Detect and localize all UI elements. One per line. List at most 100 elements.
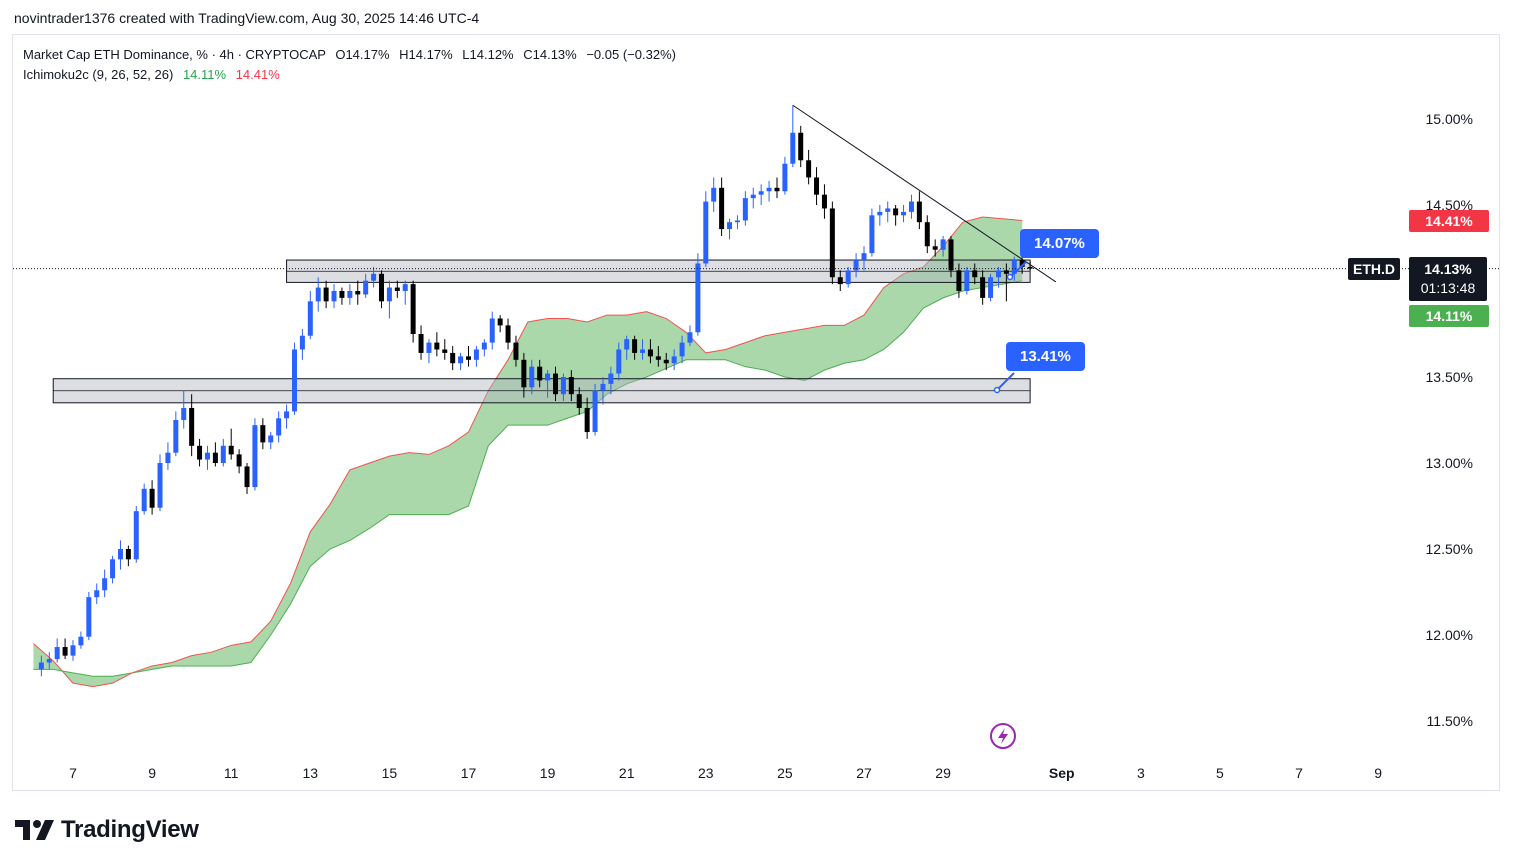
candle-body-23 (220, 445, 226, 463)
time-tick-8: 23 (698, 765, 714, 781)
legend-indicator-value-b: 14.41% (235, 67, 280, 82)
candle-body-125 (1027, 266, 1033, 269)
candle-body-101 (837, 277, 843, 285)
chart-frame (12, 34, 1500, 791)
candle-body-98 (814, 177, 820, 195)
candle-body-8 (102, 578, 108, 591)
time-tick-9: 25 (777, 765, 793, 781)
candle-body-93 (774, 187, 780, 192)
candle-body-82 (687, 332, 693, 343)
callout-dot-0 (1006, 273, 1014, 281)
candle-body-79 (663, 359, 669, 364)
candle-body-50 (434, 342, 440, 350)
brand-logo[interactable]: TradingView (15, 816, 199, 844)
candle-body-35 (315, 287, 321, 302)
callout-support[interactable]: 13.41% (1006, 342, 1085, 371)
candle-body-19 (189, 407, 195, 446)
candle-body-40 (355, 291, 361, 295)
candle-body-20 (197, 445, 203, 460)
cloud-fill (33, 217, 1023, 687)
candle-body-83 (695, 263, 701, 333)
axes: 15.00% 14.50% 13.50% 13.00% 12.50% 12.00% 11.5… (69, 111, 1473, 781)
candle-body-26 (244, 466, 250, 488)
candle-body-38 (339, 291, 345, 298)
candle-body-68 (576, 394, 582, 408)
candle-body-120 (988, 277, 994, 298)
candle-body-64 (545, 373, 551, 381)
time-tick-7: 21 (619, 765, 635, 781)
time-tick-0: 7 (69, 765, 77, 781)
candle-body-87 (727, 222, 733, 230)
candle-body-108 (893, 208, 899, 216)
candle-body-74 (624, 339, 630, 350)
callout-dot-1 (993, 386, 1001, 394)
symbol-badge: ETH.D (1348, 258, 1400, 280)
candle-body-36 (323, 287, 329, 302)
candle-body-51 (442, 349, 448, 353)
time-tick-1: 9 (148, 765, 156, 781)
candle-body-56 (481, 342, 487, 350)
current-price: 14.13% (1424, 261, 1472, 277)
candle-body-15 (157, 463, 163, 508)
legend-close: C14.13% (523, 47, 577, 62)
candle-body-53 (458, 356, 464, 364)
candle-body-119 (980, 277, 986, 298)
price-tick-4: 12.50% (1426, 541, 1473, 557)
candle-body-45 (394, 287, 400, 291)
time-tick-11: 29 (935, 765, 951, 781)
price-tick-3: 13.00% (1426, 455, 1473, 471)
span-b-badge: 14.41% (1409, 210, 1489, 232)
candle-body-18 (181, 407, 187, 420)
candle-body-124 (1019, 260, 1025, 267)
candle-body-21 (204, 452, 210, 460)
drawings (13, 104, 1500, 394)
price-tick-6: 11.50% (1427, 713, 1473, 729)
candle-body-25 (236, 454, 242, 467)
candle-body-96 (798, 132, 804, 161)
candle-body-43 (378, 273, 384, 302)
candle-body-76 (640, 349, 646, 353)
candle-body-92 (766, 187, 772, 192)
lightning-icon[interactable] (986, 719, 1020, 753)
candle-body-28 (260, 425, 266, 443)
candle-body-105 (869, 215, 875, 254)
candle-body-118 (972, 270, 978, 278)
candle-body-10 (117, 549, 123, 560)
candle-body-59 (505, 325, 511, 343)
candle-body-6 (86, 597, 92, 637)
candle-body-70 (592, 390, 598, 433)
candle-body-27 (252, 425, 258, 488)
legend-indicator[interactable]: Ichimoku2c (9, 26, 52, 26) (23, 67, 174, 82)
callout-resistance[interactable]: 14.07% (1020, 229, 1099, 258)
candle-body-2 (54, 647, 60, 660)
candle-body-90 (750, 194, 756, 199)
candle-body-107 (885, 208, 891, 212)
candle-body-58 (497, 318, 503, 326)
candle-body-116 (956, 270, 962, 291)
candle-body-62 (529, 366, 535, 388)
candle-body-3 (62, 647, 68, 656)
ichimoku-cloud (33, 216, 1023, 688)
time-tick-5: 17 (461, 765, 477, 781)
candle-body-112 (924, 222, 930, 247)
candle-body-52 (450, 352, 456, 364)
time-tick-15: 7 (1295, 765, 1303, 781)
candle-body-66 (560, 377, 566, 395)
candle-body-104 (861, 253, 867, 261)
candle-body-49 (426, 342, 432, 353)
candle-body-12 (133, 511, 139, 560)
legend-change: −0.05 (−0.32%) (586, 47, 676, 62)
candle-body-9 (110, 559, 116, 579)
candle-body-71 (600, 383, 606, 391)
candle-body-109 (901, 211, 907, 216)
candle-body-81 (679, 342, 685, 357)
candle-body-73 (616, 349, 622, 374)
candle-body-31 (284, 411, 290, 419)
price-tick-1: 14.50% (1426, 197, 1473, 213)
price-tick-5: 12.00% (1426, 627, 1473, 643)
candle-body-57 (489, 318, 495, 343)
candle-body-106 (877, 211, 883, 216)
candle-body-41 (363, 280, 369, 295)
candle-body-86 (719, 187, 725, 230)
